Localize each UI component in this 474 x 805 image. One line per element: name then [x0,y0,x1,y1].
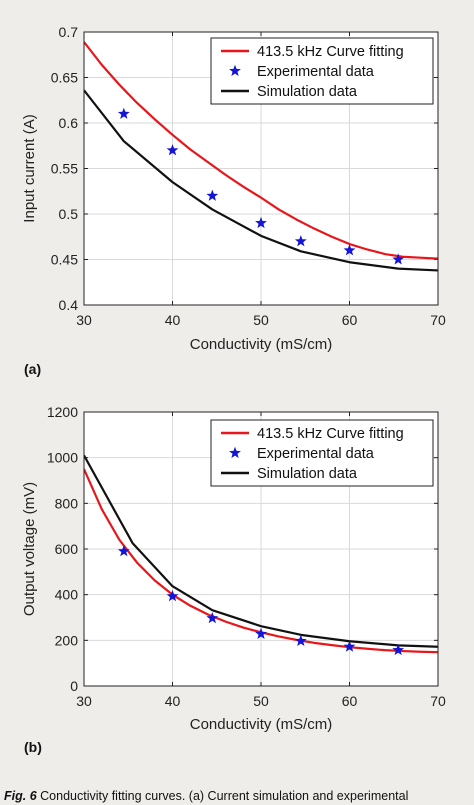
y-tick-label: 0.45 [51,252,78,268]
data-point-star [343,640,356,652]
data-point-star [206,189,219,201]
x-tick-label: 60 [342,312,358,328]
x-tick-label: 50 [253,312,269,328]
y-tick-label: 0.65 [51,70,78,86]
data-point-star [117,107,130,119]
legend-label: Simulation data [257,84,358,100]
legend-box [210,419,434,487]
data-point-star [117,545,130,557]
y-tick-label: 0.4 [59,297,79,313]
y-tick-label: 0.5 [59,206,79,222]
data-layer [84,454,438,656]
axes-frame [83,31,439,306]
caption-figure-number: Fig. 6 [4,789,37,803]
y-tick-label: 800 [55,495,79,511]
axes-frame [83,411,439,687]
data-point-star [206,611,219,624]
legend-swatch-star [229,446,241,459]
legend-label: 413.5 kHz Curve fitting [257,44,404,60]
y-tick-label: 1000 [47,450,78,466]
y-tick-label: 400 [55,587,79,603]
data-point-star [294,634,307,647]
legend: 413.5 kHz Curve fitting Experimental data… [210,37,434,105]
caption-text: Conductivity fitting curves. (a) Current… [40,789,409,803]
y-tick-label: 0 [70,678,78,694]
legend-label: 413.5 kHz Curve fitting [257,426,404,442]
y-tick-label: 0.6 [59,115,79,131]
series-line-simulation [84,89,438,272]
data-point-star [166,590,179,602]
legend-label: Experimental data [257,64,375,80]
panel-label: (b) [24,739,42,755]
x-tick-label: 40 [165,693,181,709]
data-point-star [392,643,405,656]
y-tick-label: 0.7 [59,24,79,40]
x-tick-label: 30 [76,312,92,328]
legend-label: Simulation data [257,466,358,482]
y-tick-label: 200 [55,632,79,648]
data-point-star [294,235,307,247]
figure-caption: Fig. 6 Conductivity fitting curves. (a) … [4,789,474,803]
data-point-star [166,144,179,156]
y-tick-label: 600 [55,541,79,557]
data-point-star [343,244,356,256]
x-tick-label: 70 [430,693,446,709]
y-axis-label: Output voltage (mV) [21,482,38,616]
chart-b: 30 40 50 60 70 0 200 400 600 800 1000 1200 Conductiv… [21,404,446,755]
series-line-simulation [84,454,438,648]
x-tick-label: 40 [165,312,181,328]
panel-label: (a) [24,361,41,377]
legend-box [210,37,434,105]
data-point-star [392,253,405,265]
legend-label: Experimental data [257,446,375,462]
x-tick-label: 60 [342,693,358,709]
y-tick-label: 1200 [47,404,78,420]
x-axis-label: Conductivity (mS/cm) [190,716,333,733]
x-tick-label: 70 [430,312,446,328]
y-tick-label: 0.55 [51,161,78,177]
series-line-curve-fitting [84,41,438,260]
data-point-star [255,216,267,229]
data-point-star [255,627,267,639]
legend: 413.5 kHz Curve fitting Experimental data… [210,419,434,487]
x-axis-label: Conductivity (mS/cm) [190,336,333,353]
legend-swatch-star [229,64,241,77]
x-tick-label: 50 [253,693,269,709]
y-axis-label: Input current (A) [21,114,38,222]
x-tick-label: 30 [76,693,92,709]
chart-a: 30 40 50 60 70 0.4 0.45 0.5 0.55 0.6 0.65 0.7 Conduc… [21,24,446,377]
data-layer [84,41,438,272]
